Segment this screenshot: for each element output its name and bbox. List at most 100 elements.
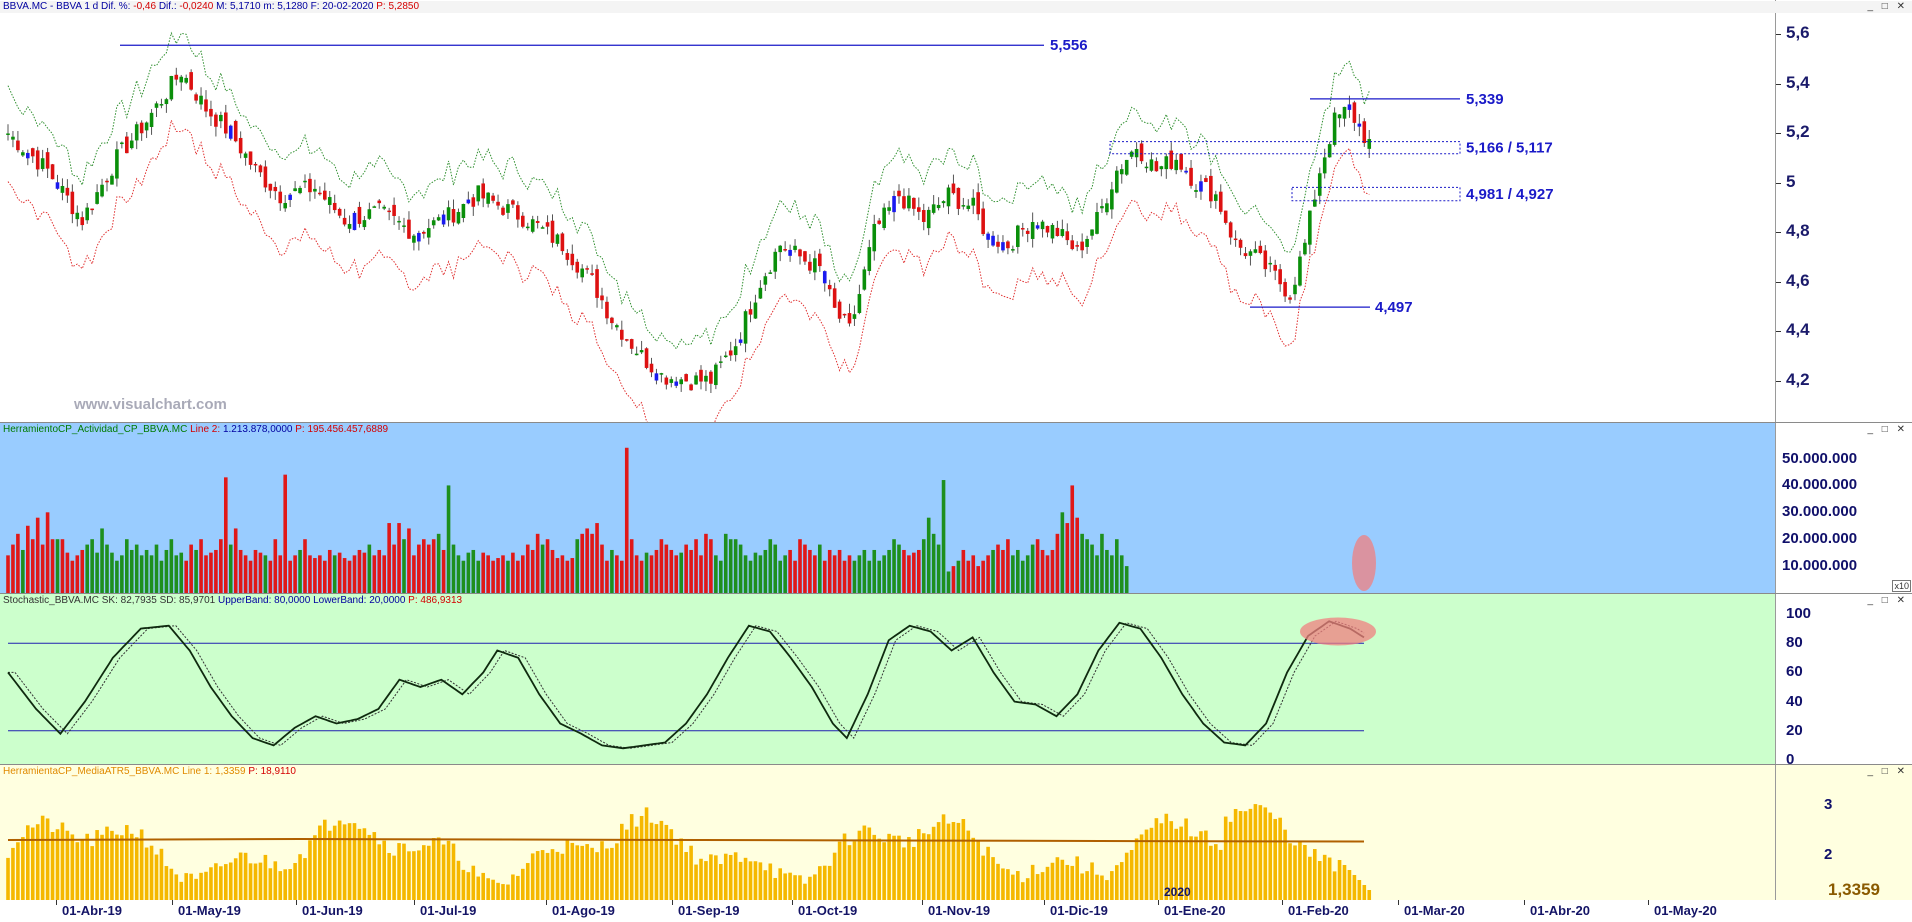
candle-body [907,195,911,209]
candle-body [248,151,253,165]
candle-body [743,311,748,344]
price-zone-box [1291,186,1461,202]
candle-body [238,137,243,154]
candle-body [857,294,862,313]
x-tick-mark [296,900,297,905]
volume-bar [293,555,297,593]
atr-bar [214,863,218,900]
atr-bar [377,844,382,900]
candle-body [1288,297,1292,300]
atr-bar [941,814,946,900]
volume-bar [90,539,94,593]
volume-bar [352,555,357,593]
volume-bar [560,555,565,593]
candle-body [902,196,906,209]
atr-line-label: Line 1: [182,766,213,777]
atr-bar [976,840,980,900]
candle-body [283,202,287,209]
atr-bar [303,858,307,900]
stochastic-panel: 100 80 60 40 20 0 Stochastic_BBVA.MC SK: 82,7… [0,594,1912,765]
atr-bar [1243,811,1248,900]
atr-bar [862,825,867,900]
atr-bar [1204,830,1208,900]
candle-body [842,313,847,316]
candle-body [1095,212,1099,234]
candle-body [570,253,575,266]
volume-bar [169,539,174,593]
volume-bar [1050,549,1055,593]
price-tick-mark [1776,281,1781,283]
atr-bar [1105,880,1109,900]
atr-bar [26,825,30,900]
candle-body [382,206,386,209]
stoch-indicator-name: Stochastic_BBVA.MC [3,595,99,606]
candle-body [1204,178,1208,182]
candle-body [65,187,70,196]
volume-bar [303,539,307,593]
candle-body [1362,121,1367,144]
atr-bar [273,861,278,900]
atr-bar [1209,845,1213,900]
atr-bar [1060,859,1065,900]
atr-bar [219,866,223,900]
atr-bar [719,864,723,900]
window-buttons[interactable]: _ □ ✕ [1867,1,1908,12]
atr-bar [1352,875,1357,900]
atr-bar [728,854,733,900]
candle-body [154,103,159,108]
volume-bar [60,539,65,593]
volume-bar [441,549,446,593]
candle-body [209,108,213,117]
atr-bar [446,840,451,900]
candle-body [377,200,382,204]
atr-bar [917,829,921,900]
stoch-tick-label: 20 [1786,721,1803,739]
volume-bar [867,560,872,593]
atr-window-buttons[interactable]: _ □ ✕ [1867,766,1908,777]
atr-title: HerramientaCP_MediaATR5_BBVA.MC Line 1: … [3,766,296,777]
atr-bar [1129,849,1134,900]
volume-window-buttons[interactable]: _ □ ✕ [1867,424,1908,435]
candle-body [1317,173,1322,196]
atr-bar [525,863,530,900]
candle-body [1045,225,1050,233]
volume-bar [30,539,35,593]
atr-bar [714,855,718,900]
atr-bar [100,834,104,900]
volume-bar [382,555,386,593]
stoch-tick-label: 80 [1786,634,1803,652]
candle-body [783,249,787,251]
volume-bar [392,544,396,593]
stoch-window-buttons[interactable]: _ □ ✕ [1867,595,1908,606]
price-tick-mark [1776,34,1781,36]
candle-body [303,180,307,183]
volume-bar [1055,533,1060,593]
volume-bar [565,560,570,593]
atr-bar [248,863,253,900]
atr-p-value: 18,9110 [260,766,296,777]
atr-bar [936,822,941,900]
candle-body [887,207,891,211]
candle-body [367,209,372,219]
candle-body [525,226,530,229]
volume-bar [466,552,471,593]
stoch-upper: 80,0000 [274,595,311,606]
atr-bar [308,840,312,900]
stochastic-title: Stochastic_BBVA.MC SK: 82,7935 SD: 85,97… [3,595,462,606]
atr-bar [412,851,416,900]
volume-chart [6,447,1376,593]
x-tick-mark [414,900,415,905]
candle-body [174,74,179,80]
atr-bar [634,826,639,900]
atr-bar [818,866,822,900]
volume-bar [40,544,45,593]
volume-bar [85,544,89,593]
candle-body [714,364,718,386]
atr-bar [1006,869,1010,900]
atr-bar [184,873,188,900]
volume-bar [709,539,713,593]
watermark: www.visualchart.com [74,396,227,413]
candle-body [1223,210,1228,223]
interval: 1 d [84,1,99,12]
